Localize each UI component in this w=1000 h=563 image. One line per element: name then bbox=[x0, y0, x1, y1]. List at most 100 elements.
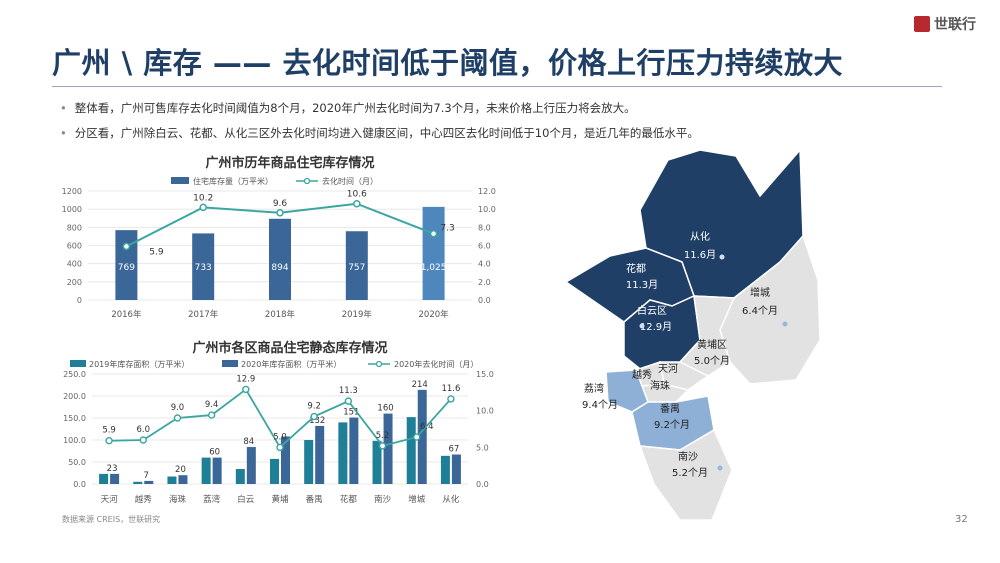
page-title: 广州 \ 库存 —— 去化时间低于阈值，价格上行压力持续放大 bbox=[52, 46, 843, 80]
y-tick-label: 0 bbox=[77, 296, 82, 305]
bar-value-label: 757 bbox=[348, 263, 365, 273]
line-point bbox=[276, 443, 284, 452]
line-value-label: 7.3 bbox=[440, 224, 454, 234]
map-district-name: 天河 bbox=[658, 363, 678, 375]
y-tick-label: 1200 bbox=[62, 187, 82, 196]
bar-2020 bbox=[383, 413, 393, 484]
y-tick-label: 250.0 bbox=[63, 370, 86, 379]
line-point bbox=[242, 385, 250, 394]
y2-tick-label: 5.0 bbox=[476, 443, 489, 452]
line-value-label: 6.4 bbox=[420, 422, 434, 432]
y2-tick-label: 12.0 bbox=[478, 187, 496, 196]
bar-2019 bbox=[440, 455, 450, 484]
bullet-district: 分区看，广州除白云、花都、从化三区外去化时间均进入健康区间，中心四区去化时间低于… bbox=[60, 125, 699, 141]
y-tick-label: 200 bbox=[67, 278, 82, 287]
line-value-label: 11.3 bbox=[339, 386, 358, 396]
bar-2020 bbox=[315, 425, 325, 484]
bar-2019 bbox=[235, 469, 245, 484]
line-point bbox=[173, 414, 182, 422]
data-source-note: 数据来源 CREIS，世联研究 bbox=[62, 515, 161, 524]
line-point bbox=[344, 397, 353, 405]
x-tick-label: 2017年 bbox=[188, 309, 219, 320]
x-tick-label: 番禺 bbox=[306, 494, 323, 505]
map-district-name: 海珠 bbox=[650, 379, 670, 392]
legend-label: 2020年去化时间（月） bbox=[394, 359, 478, 369]
x-tick-label: 白云 bbox=[237, 494, 255, 505]
bar-2019 bbox=[201, 457, 211, 484]
bar-value-label: 769 bbox=[118, 263, 135, 273]
line-point bbox=[105, 437, 113, 445]
line-point bbox=[378, 442, 387, 450]
line-value-label: 11.6 bbox=[441, 384, 460, 394]
line-value-label: 5.9 bbox=[102, 426, 116, 436]
map-district-name: 白云区 bbox=[637, 304, 667, 317]
line-point bbox=[429, 229, 438, 238]
bar-2019 bbox=[406, 417, 416, 484]
line-value-label: 9.2 bbox=[307, 402, 321, 412]
title-divider bbox=[52, 86, 942, 87]
map-district-name: 越秀 bbox=[632, 368, 652, 381]
y-tick-label: 100.0 bbox=[63, 436, 86, 445]
map-district-name: 荔湾 bbox=[584, 382, 604, 395]
bar-value-label: 67 bbox=[448, 445, 459, 455]
x-tick-label: 花都 bbox=[340, 494, 358, 505]
bar-inventory bbox=[345, 231, 368, 300]
x-tick-label: 从化 bbox=[442, 494, 460, 505]
y-tick-label: 200.0 bbox=[63, 392, 86, 401]
bar-value-label: 733 bbox=[195, 263, 212, 273]
map-district-value: 12.9月 bbox=[640, 321, 672, 333]
legend-marker bbox=[303, 177, 311, 185]
y2-tick-label: 6.0 bbox=[478, 242, 491, 251]
legend-swatch-2020 bbox=[222, 360, 238, 367]
line-value-label: 5.9 bbox=[149, 247, 164, 257]
map-district-name: 南沙 bbox=[678, 450, 698, 463]
y2-tick-label: 8.0 bbox=[478, 223, 491, 232]
y-tick-label: 0.0 bbox=[73, 480, 86, 489]
line-value-label: 12.9 bbox=[236, 374, 255, 384]
y-tick-label: 600 bbox=[67, 242, 82, 251]
legend-marker bbox=[375, 360, 383, 368]
line-value-label: 9.4 bbox=[205, 400, 219, 410]
chart-title: 广州市各区商品住宅静态库存情况 bbox=[192, 340, 387, 356]
map-marker-dot bbox=[719, 254, 725, 260]
brand-logo-icon bbox=[914, 16, 930, 32]
y-tick-label: 800 bbox=[67, 223, 82, 232]
x-tick-label: 荔湾 bbox=[203, 494, 221, 505]
line-value-label: 5.0 bbox=[273, 432, 287, 442]
y2-tick-label: 10.0 bbox=[476, 407, 494, 416]
brand-name: 世联行 bbox=[934, 17, 976, 33]
line-point bbox=[413, 433, 421, 441]
line-value-label: 5.2 bbox=[376, 431, 390, 441]
x-tick-label: 黄埔 bbox=[271, 494, 289, 505]
bar-inventory bbox=[422, 206, 445, 300]
line-value-label: 6.0 bbox=[137, 425, 151, 435]
bar-2020 bbox=[212, 457, 222, 484]
bar-value-label: 7 bbox=[144, 471, 149, 481]
line-value-label: 9.0 bbox=[171, 403, 185, 413]
bullet-overall: 整体看，广州可售库存去化时间阈值为8个月，2020年广州去化时间为7.3个月，未… bbox=[60, 100, 636, 116]
x-tick-label: 增城 bbox=[408, 494, 426, 505]
x-tick-label: 南沙 bbox=[374, 494, 392, 505]
y2-tick-label: 0.0 bbox=[478, 296, 491, 305]
bar-2019 bbox=[270, 458, 279, 484]
x-tick-label: 越秀 bbox=[135, 494, 153, 505]
line-value-label: 10.2 bbox=[193, 193, 213, 203]
line-point bbox=[122, 242, 131, 251]
map-marker-dot bbox=[639, 323, 645, 329]
bar-2019 bbox=[99, 473, 109, 484]
y-tick-label: 400 bbox=[67, 260, 82, 269]
map-district-name: 黄埔区 bbox=[697, 338, 727, 351]
map-district-value: 11.3月 bbox=[626, 279, 658, 291]
map-district-value: 11.6月 bbox=[684, 249, 716, 261]
bar-inventory bbox=[115, 230, 138, 300]
y2-tick-label: 10.0 bbox=[478, 205, 496, 214]
bar-2020 bbox=[451, 454, 461, 484]
map-district-name: 花都 bbox=[626, 262, 646, 275]
map-district-value: 9.2个月 bbox=[654, 419, 690, 431]
map-district-name: 从化 bbox=[690, 230, 710, 243]
bar-2020 bbox=[246, 447, 256, 484]
x-tick-label: 2018年 bbox=[265, 309, 296, 320]
legend-swatch-bar bbox=[171, 177, 189, 184]
